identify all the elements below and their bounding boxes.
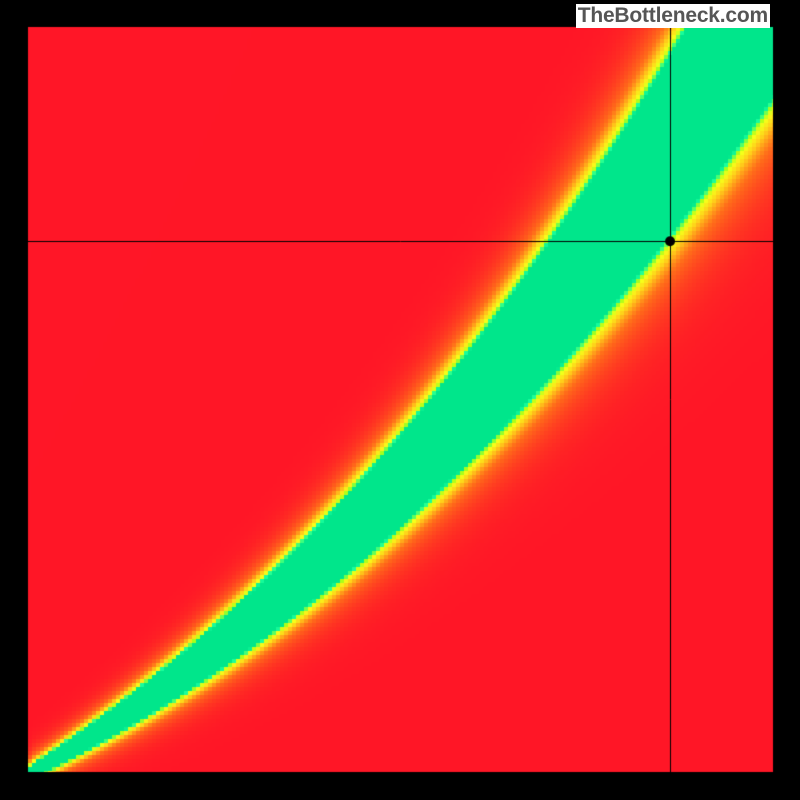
- chart-container: TheBottleneck.com: [0, 0, 800, 800]
- watermark-text: TheBottleneck.com: [576, 4, 770, 28]
- bottleneck-heatmap: [0, 0, 800, 800]
